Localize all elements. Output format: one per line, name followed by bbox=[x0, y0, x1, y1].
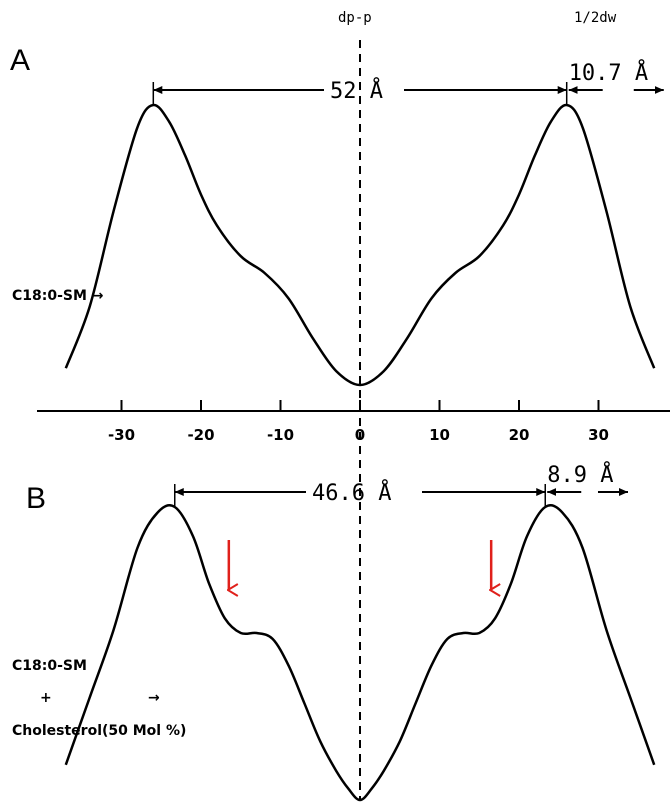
x-axis-ticks: -30 -20 -10 0 10 20 30 bbox=[108, 400, 609, 444]
x-tick-label: 20 bbox=[509, 426, 530, 444]
panel-b-red-arrows bbox=[229, 540, 491, 590]
panel-b-sample-line-3: Cholesterol(50 Mol %) bbox=[12, 723, 186, 739]
x-tick-label: 30 bbox=[588, 426, 609, 444]
panel-b-dpp-label: 46.6 Å bbox=[312, 479, 391, 506]
panel-a-sample-label: C18:0-SM → bbox=[12, 288, 104, 304]
panel-b-measurements: 46.6 Å 8.9 Å bbox=[174, 461, 628, 506]
panel-b-half-dw-label: 8.9 Å bbox=[547, 461, 613, 488]
x-tick-label: 10 bbox=[429, 426, 450, 444]
panel-a-half-dw-label: 10.7 Å bbox=[569, 59, 648, 86]
x-tick-label: -20 bbox=[187, 426, 214, 444]
panel-b-sample-arrow: → bbox=[148, 690, 160, 706]
panel-a-dpp-label: 52 Å bbox=[330, 77, 383, 104]
x-tick-label: -10 bbox=[267, 426, 294, 444]
panel-b: B 46.6 Å 8.9 Å C18:0-SM + → Cholesterol(5… bbox=[12, 461, 656, 802]
header-half-dw-label: 1/2dw bbox=[574, 10, 617, 26]
panel-b-density-curve bbox=[64, 504, 656, 802]
panel-a-density-curve bbox=[64, 103, 656, 387]
x-tick-label: -30 bbox=[108, 426, 135, 444]
panel-a-measurements: 52 Å 10.7 Å bbox=[152, 59, 664, 104]
panel-a: A 52 Å 10.7 Å C18:0-SM → -30 -20 -10 0 10 20 30 bbox=[10, 44, 670, 444]
panel-a-label: A bbox=[10, 44, 30, 77]
panel-b-label: B bbox=[26, 482, 46, 515]
x-tick-label: 0 bbox=[355, 426, 365, 444]
panel-b-sample-line-1: C18:0-SM bbox=[12, 658, 87, 674]
header-dp-p-label: dp-p bbox=[338, 10, 372, 26]
panel-b-sample-line-2: + bbox=[40, 690, 52, 706]
